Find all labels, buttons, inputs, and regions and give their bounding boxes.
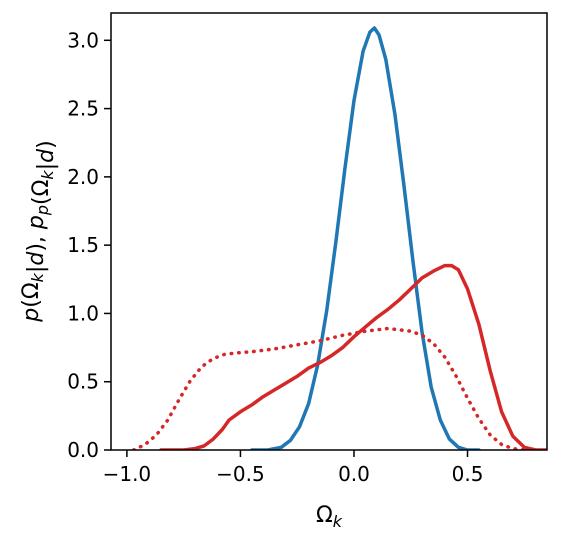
y-tick-label: 3.0 (67, 28, 99, 52)
x-axis-label: Ωk (316, 503, 343, 531)
x-tick-label: 0.5 (452, 462, 484, 486)
y-tick-label: 0.5 (67, 370, 99, 394)
y-axis: 0.0 0.5 1.0 1.5 2.0 2.5 3.0 (67, 28, 111, 462)
series-3-line (131, 326, 538, 450)
y-tick-label: 1.0 (67, 301, 99, 325)
y-tick-label: 1.5 (67, 233, 99, 257)
y-axis-label: p(Ωk|d), pp(Ωk|d) (19, 140, 59, 322)
x-axis-label-base: Ω (316, 503, 333, 528)
series-layer (131, 26, 547, 450)
x-tick-label: −0.5 (216, 462, 265, 486)
series-1-line (250, 26, 481, 450)
y-tick-label: 2.5 (67, 97, 99, 121)
x-axis-label-sub: k (333, 512, 343, 531)
series-2-line (159, 263, 547, 450)
x-tick-label: 0.0 (338, 462, 370, 486)
x-axis: −1.0 −0.5 0.0 0.5 (103, 450, 484, 486)
y-tick-label: 2.0 (67, 165, 99, 189)
plot-frame (110, 12, 548, 451)
x-tick-label: −1.0 (103, 462, 152, 486)
y-tick-label: 0.0 (67, 438, 99, 462)
